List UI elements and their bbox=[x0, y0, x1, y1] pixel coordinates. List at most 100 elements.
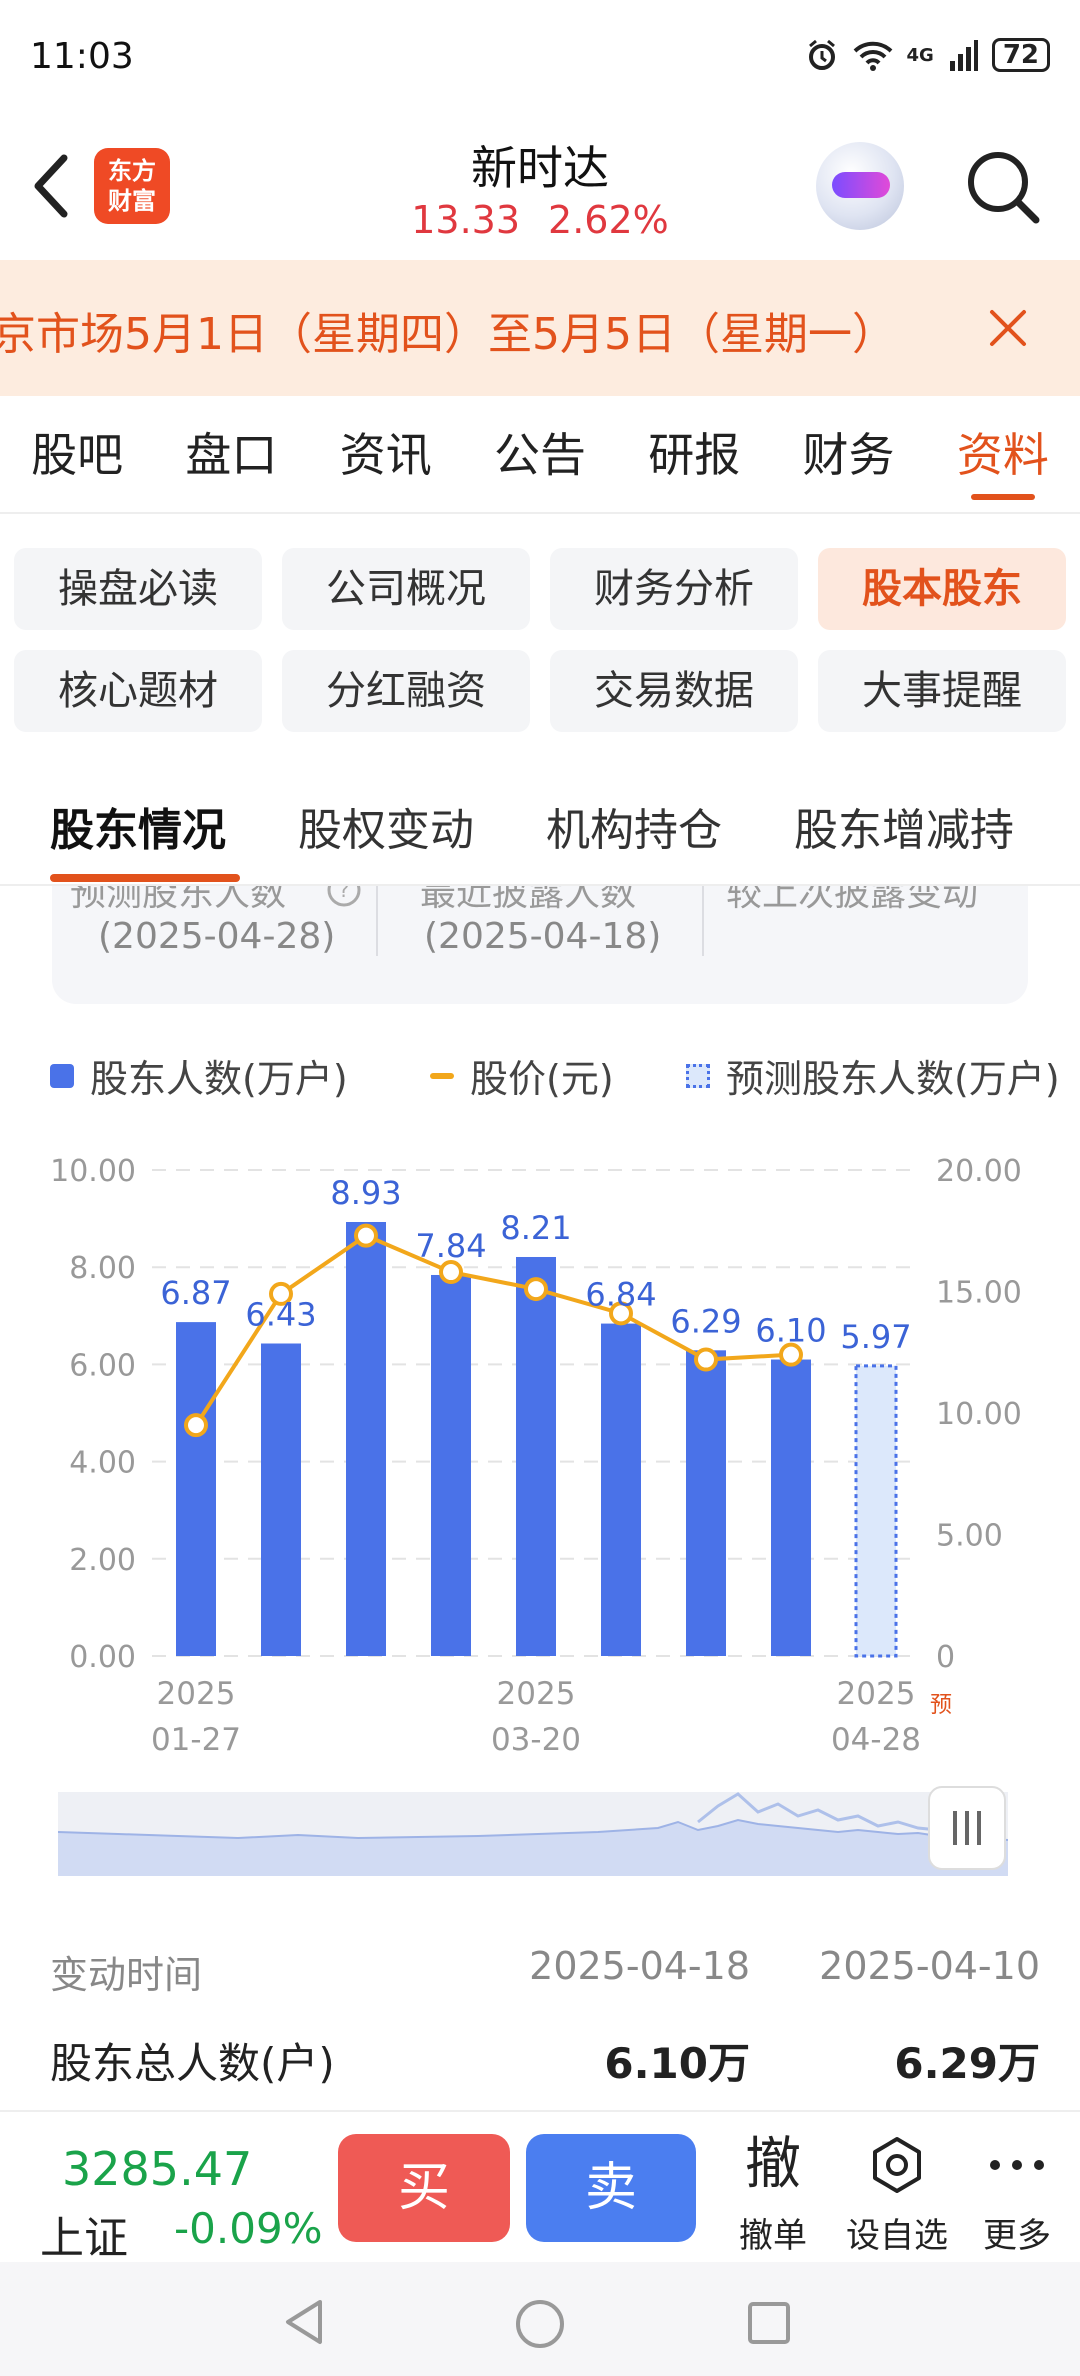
assistant-robot-icon[interactable] bbox=[816, 142, 904, 230]
section-tab-equity-changes[interactable]: 股权变动 bbox=[298, 805, 474, 856]
back-icon[interactable] bbox=[24, 146, 84, 226]
notice-banner[interactable]: 京市场5月1日（星期四）至5月5日（星期一） bbox=[0, 260, 1080, 396]
tab-pankou[interactable]: 盘口 bbox=[185, 428, 278, 482]
trade-bar: 3285.47 上证 -0.09% 买 卖 撤 撤单 设自选 更多 bbox=[0, 2110, 1080, 2264]
sub-menu-trading-data[interactable]: 交易数据 bbox=[550, 650, 798, 732]
bar-shareholders bbox=[601, 1323, 641, 1656]
stock-header: 东方 财富 新时达 13.33 2.62% bbox=[0, 118, 1080, 260]
y-left-tick-label: 4.00 bbox=[69, 1446, 136, 1481]
x-tick-date: 01-27 bbox=[151, 1722, 241, 1758]
legend-label: 股东人数(万户) bbox=[90, 1057, 348, 1101]
sub-menu-events[interactable]: 大事提醒 bbox=[818, 650, 1066, 732]
svg-text:?: ? bbox=[339, 886, 350, 902]
y-right-tick-label: 0 bbox=[936, 1640, 955, 1675]
info-icon[interactable]: ? bbox=[326, 886, 362, 908]
bar-shareholders bbox=[771, 1359, 811, 1656]
row-value: 6.29万 bbox=[894, 2039, 1040, 2088]
sub-menu-core-themes[interactable]: 核心题材 bbox=[14, 650, 262, 732]
price-point bbox=[609, 1301, 633, 1326]
notice-text: 京市场5月1日（星期四）至5月5日（星期一） bbox=[0, 309, 896, 360]
summary-label: 较上次披露变动 bbox=[726, 886, 979, 914]
cancel-order-button[interactable]: 撤 撤单 bbox=[718, 2126, 828, 2257]
more-label: 更多 bbox=[983, 2216, 1051, 2256]
stock-change-pct: 2.62% bbox=[548, 198, 669, 242]
y-right-tick-label: 5.00 bbox=[936, 1519, 1003, 1554]
section-tab-shareholders[interactable]: 股东情况 bbox=[50, 805, 226, 856]
tab-research[interactable]: 研报 bbox=[648, 428, 741, 482]
data-label: 6.87 bbox=[160, 1274, 231, 1312]
data-label: 8.21 bbox=[500, 1209, 571, 1247]
sub-menu-must-read[interactable]: 操盘必读 bbox=[14, 548, 262, 630]
cancel-order-icon: 撤 bbox=[745, 2132, 801, 2197]
buy-button[interactable]: 买 bbox=[338, 2134, 510, 2242]
tab-finance[interactable]: 财务 bbox=[802, 428, 895, 482]
y-left-tick-label: 8.00 bbox=[69, 1251, 136, 1286]
search-icon[interactable] bbox=[962, 146, 1042, 226]
legend-swatch-predicted bbox=[686, 1063, 710, 1088]
x-tick-year: 2025 bbox=[837, 1676, 916, 1712]
legend-swatch-line bbox=[430, 1072, 454, 1079]
summary-change: 较上次披露变动 bbox=[704, 886, 1028, 986]
chart-legend: 股东人数(万户) 股价(元) 预测股东人数(万户) bbox=[50, 1048, 1080, 1104]
sub-menu-dividends[interactable]: 分红融资 bbox=[282, 650, 530, 732]
data-label: 6.84 bbox=[585, 1276, 656, 1314]
legend-price[interactable]: 股价(元) bbox=[430, 1048, 614, 1103]
y-right-tick-label: 15.00 bbox=[936, 1276, 1022, 1311]
status-bar: 11:03 4G 72 bbox=[0, 0, 1080, 118]
nav-back-icon[interactable] bbox=[282, 2298, 326, 2346]
y-left-tick-label: 0.00 bbox=[69, 1640, 136, 1675]
main-tabs: 股吧 盘口 资讯 公告 研报 财务 资料 bbox=[0, 396, 1080, 514]
index-change: -0.09% bbox=[174, 2204, 323, 2253]
tab-guba[interactable]: 股吧 bbox=[31, 428, 124, 482]
section-tab-holding-changes[interactable]: 股东增减持 bbox=[794, 805, 1014, 856]
table-header: 变动时间 2025-04-18 2025-04-10 bbox=[50, 1944, 1040, 2004]
status-icons: 4G 72 bbox=[805, 38, 1050, 72]
table-row: 股东总人数(户) 6.10万 6.29万 bbox=[50, 2030, 1040, 2100]
y-right-tick-label: 10.00 bbox=[936, 1397, 1022, 1432]
data-label: 6.29 bbox=[670, 1302, 741, 1340]
summary-card: 预测股东人数 ? (2025-04-28) 最近披露人数 (2025-04-18… bbox=[52, 886, 1028, 1004]
data-label: 8.93 bbox=[330, 1174, 401, 1212]
bar-shareholders bbox=[431, 1274, 471, 1656]
row-label: 股东总人数(户) bbox=[50, 2039, 335, 2088]
summary-divider bbox=[376, 886, 378, 956]
tab-announcements[interactable]: 公告 bbox=[493, 428, 586, 482]
chart-range-navigator[interactable] bbox=[58, 1792, 1008, 1876]
bar-shareholders bbox=[346, 1222, 386, 1656]
section-tab-institutions[interactable]: 机构持仓 bbox=[546, 805, 722, 856]
summary-label: 最近披露人数 bbox=[420, 886, 637, 914]
table-header-label: 变动时间 bbox=[50, 1953, 203, 1997]
more-button[interactable]: 更多 bbox=[962, 2126, 1072, 2257]
data-label: 6.43 bbox=[245, 1296, 316, 1334]
sub-menu-shareholders[interactable]: 股本股东 bbox=[818, 548, 1066, 630]
tab-profile[interactable]: 资料 bbox=[926, 396, 1080, 512]
cancel-order-label: 撤单 bbox=[739, 2216, 807, 2256]
legend-holders[interactable]: 股东人数(万户) bbox=[50, 1048, 348, 1103]
navigator-sparkline bbox=[58, 1792, 1008, 1876]
add-watchlist-button[interactable]: 设自选 bbox=[842, 2126, 952, 2257]
legend-predicted[interactable]: 预测股东人数(万户) bbox=[686, 1048, 1060, 1103]
summary-date: (2025-04-28) bbox=[98, 916, 336, 957]
price-point bbox=[439, 1260, 463, 1285]
table-header-date: 2025-04-10 bbox=[819, 1944, 1040, 1988]
sell-button[interactable]: 卖 bbox=[526, 2134, 696, 2242]
sub-menu-company-overview[interactable]: 公司概况 bbox=[282, 548, 530, 630]
alarm-icon bbox=[808, 39, 835, 70]
nav-home-icon[interactable] bbox=[514, 2298, 566, 2350]
navigator-drag-handle[interactable] bbox=[928, 1786, 1006, 1870]
profile-sub-menu: 操盘必读 公司概况 财务分析 股本股东 核心题材 分红融资 交易数据 大事提醒 bbox=[14, 548, 1066, 732]
bar-shareholders bbox=[516, 1256, 556, 1656]
network-label: 4G bbox=[906, 44, 934, 66]
stock-name: 新时达 bbox=[471, 141, 609, 195]
app-logo: 东方 财富 bbox=[94, 148, 170, 224]
y-left-tick-label: 2.00 bbox=[69, 1543, 136, 1578]
shareholder-chart[interactable]: 10.00 8.00 6.00 4.00 2.00 0.00 20.00 15.00 10.00… bbox=[0, 1140, 1080, 1780]
close-icon[interactable] bbox=[976, 296, 1040, 360]
tab-news[interactable]: 资讯 bbox=[339, 428, 432, 482]
price-point bbox=[269, 1281, 293, 1306]
y-left-tick-label: 10.00 bbox=[50, 1154, 136, 1189]
nav-recents-icon[interactable] bbox=[746, 2300, 792, 2346]
price-point bbox=[524, 1277, 548, 1302]
sub-menu-financial-analysis[interactable]: 财务分析 bbox=[550, 548, 798, 630]
price-point bbox=[779, 1342, 803, 1367]
